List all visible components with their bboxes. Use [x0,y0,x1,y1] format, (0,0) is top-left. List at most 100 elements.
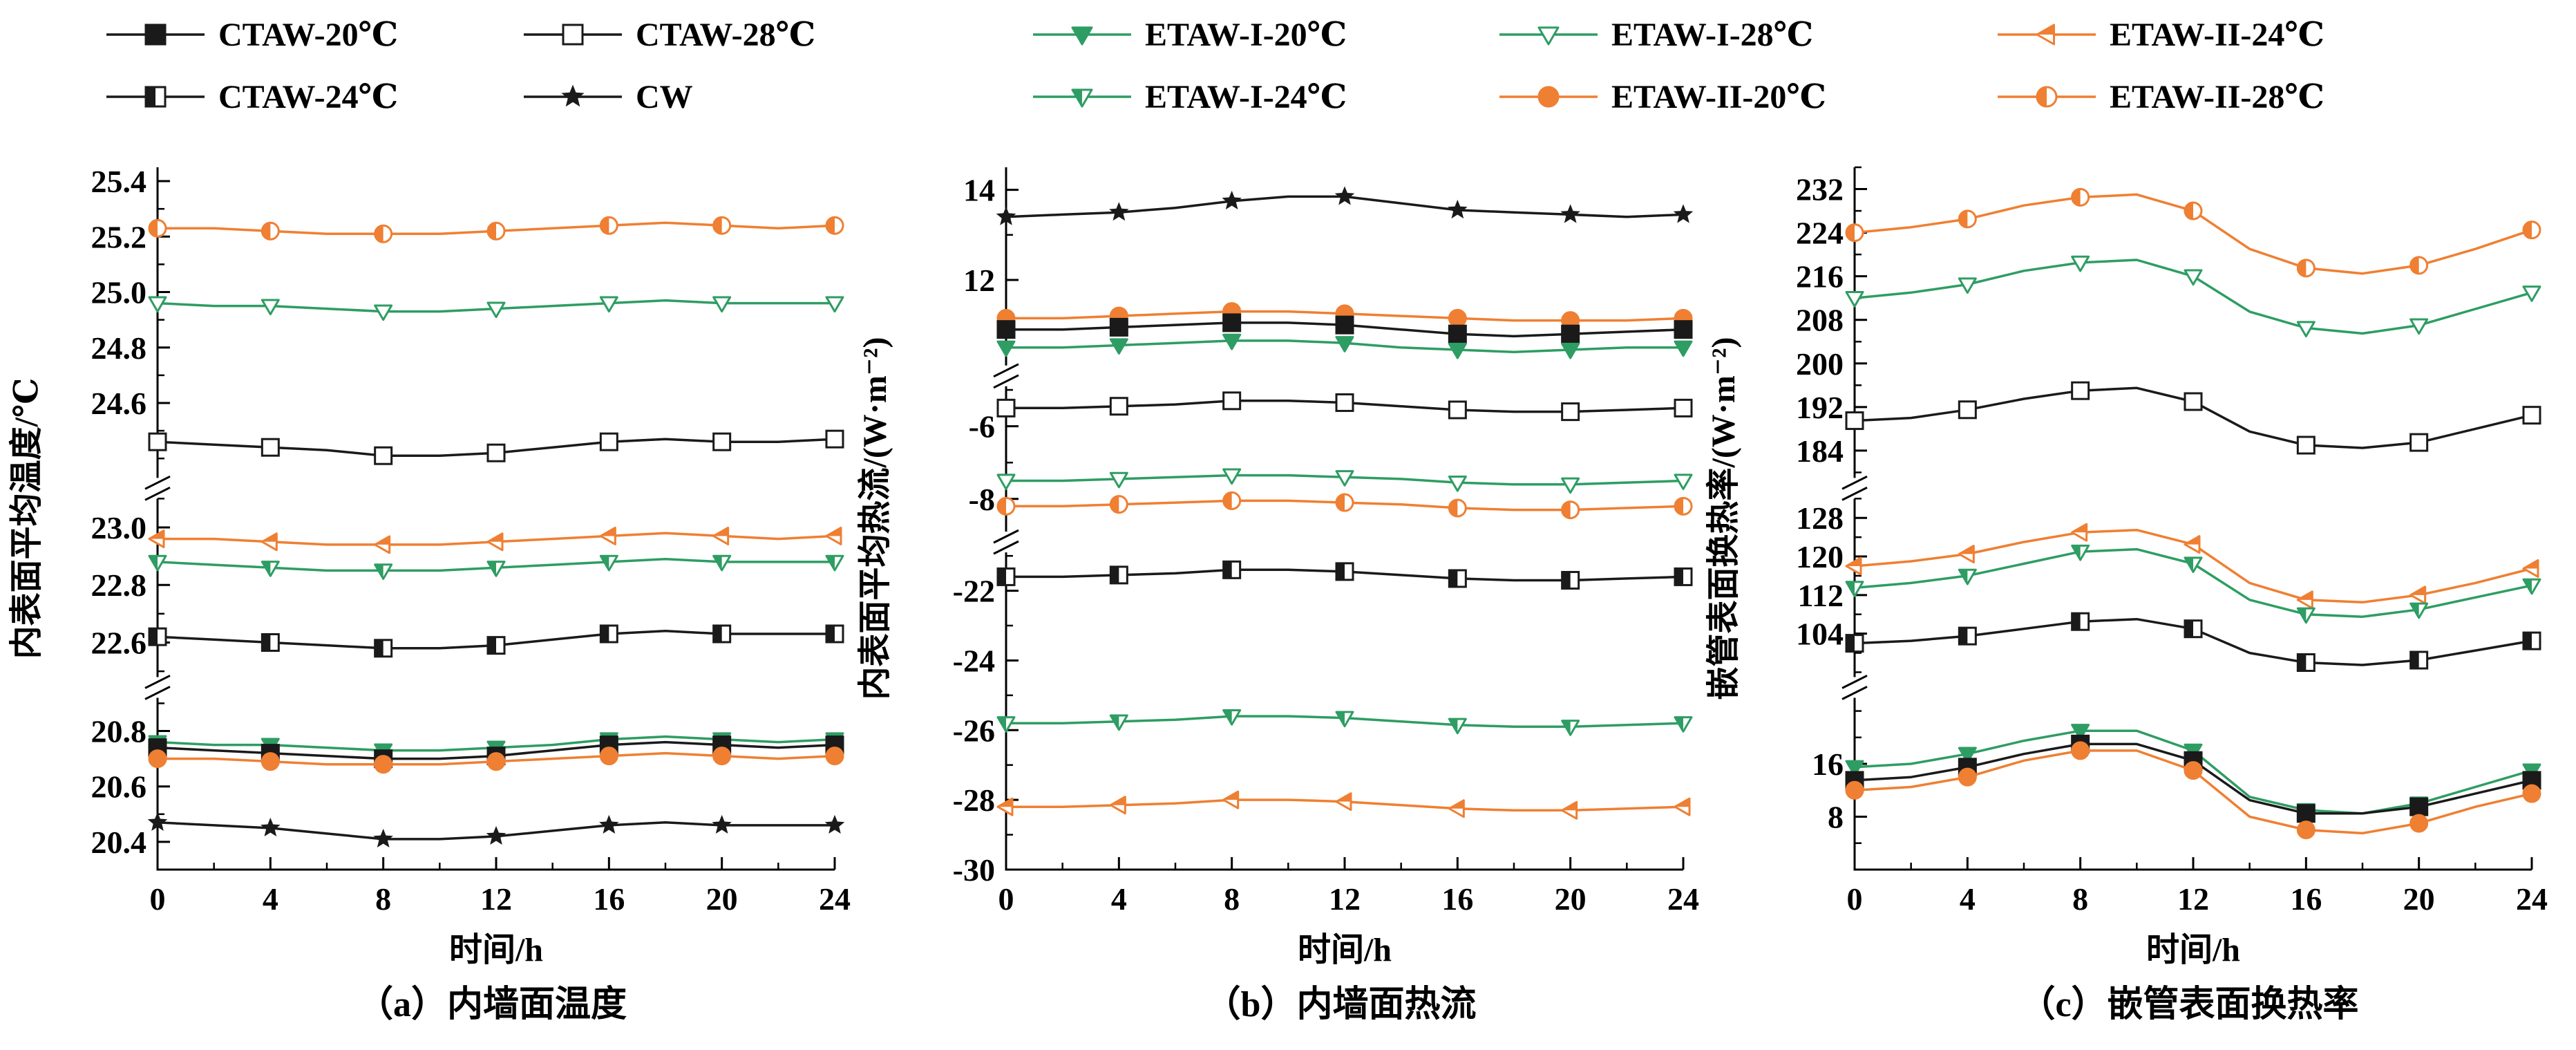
svg-text:208: 208 [1796,303,1844,338]
svg-text:8: 8 [1828,800,1844,835]
svg-text:12: 12 [963,263,995,298]
series-ETAW-I-28℃ [1845,255,2541,338]
chart-b: 14 12 -6 -8 -22 -24 -26 -28 -30 0 4 8 12 16 20 24 时间/h 内表… [854,158,1703,973]
legend-label: ETAW-I-24℃ [1145,79,1347,115]
legend-item-ctaw-24: CTAW-24℃ [104,75,521,119]
chart-svg-b: 14 12 -6 -8 -22 -24 -26 -28 -300 4 8 12 16 20 24 时间/h 内表… [857,167,1699,968]
svg-text:104: 104 [1796,617,1844,652]
series-ETAW-II-20℃ [148,747,844,774]
svg-text:20.6: 20.6 [91,769,147,805]
series-ETAW-II-24℃ [1845,523,2539,610]
square-open-marker-icon [521,12,625,57]
legend-item-ctaw-28: CTAW-28℃ [521,12,1030,57]
svg-text:-30: -30 [953,852,995,888]
panel-c: 232 224 216 208 200 192 184 128 120 112 104 16 8 0 4 8 1… [1703,158,2551,1026]
svg-text:20: 20 [2403,881,2435,917]
legend-item-etaw1-20: ETAW-I-20℃ [1030,12,1497,57]
svg-text:时间/h: 时间/h [449,932,543,968]
legend-item-etaw2-20: ETAW-II-20℃ [1497,75,1995,119]
svg-text:216: 216 [1796,259,1844,294]
legend-item-cw: CW [521,75,1030,119]
triangle-left-half-marker-icon [1995,12,2099,57]
series-ETAW-I-24℃ [148,554,844,580]
svg-text:12: 12 [2177,881,2209,917]
svg-text:时间/h: 时间/h [1298,932,1392,968]
svg-text:20: 20 [706,881,738,917]
svg-text:224: 224 [1796,216,1844,251]
series-ETAW-II-28℃ [148,216,844,243]
svg-text:-26: -26 [953,713,995,748]
svg-text:25.2: 25.2 [91,219,147,254]
svg-text:232: 232 [1796,172,1844,207]
chart-svg-a: 25.4 25.2 25.0 24.8 24.6 23.0 22.8 22.6 20.8 20.6… [8,164,851,968]
svg-text:200: 200 [1796,346,1844,382]
svg-text:20: 20 [1555,881,1587,917]
legend-item-ctaw-20: CTAW-20℃ [104,12,521,57]
series-ETAW-I-28℃ [996,468,1693,494]
chart-c: 232 224 216 208 200 192 184 128 120 112 104 16 8 0 4 8 1… [1703,158,2551,973]
legend-label: CW [636,78,693,115]
panel-a: 25.4 25.2 25.0 24.8 24.6 23.0 22.8 22.6 20.8 20.6… [6,158,854,1026]
caption-b: （b）内墙面热流 [1204,985,1477,1024]
svg-text:120: 120 [1796,539,1844,574]
charts-row: 25.4 25.2 25.0 24.8 24.6 23.0 22.8 22.6 20.8 20.6… [0,158,2576,1026]
series-ETAW-I-24℃ [1845,544,2541,624]
svg-text:12: 12 [1329,881,1361,917]
series-CW [996,186,1694,225]
svg-text:时间/h: 时间/h [2146,932,2240,968]
svg-text:24: 24 [819,881,851,917]
legend-label: ETAW-II-28℃ [2110,79,2324,115]
svg-text:0: 0 [150,881,166,917]
svg-text:25.0: 25.0 [91,275,147,310]
svg-text:22.8: 22.8 [91,568,147,603]
svg-text:8: 8 [375,881,391,917]
svg-text:嵌管表面换热率/(W·m⁻²): 嵌管表面换热率/(W·m⁻²) [1705,337,1742,700]
legend-label: ETAW-II-24℃ [2110,17,2324,53]
svg-text:23.0: 23.0 [91,510,147,545]
panel-b: 14 12 -6 -8 -22 -24 -26 -28 -30 0 4 8 12 16 20 24 时间/h 内表… [854,158,1703,1026]
triangle-half-marker-icon [1030,75,1134,119]
svg-text:192: 192 [1796,390,1844,425]
legend-item-etaw2-28: ETAW-II-28℃ [1995,75,2576,119]
svg-text:16: 16 [1441,881,1473,917]
triangle-filled-marker-icon [1030,12,1134,57]
series-ETAW-I-20℃ [996,333,1693,359]
series-ETAW-II-28℃ [996,491,1693,520]
svg-text:-22: -22 [953,574,995,609]
triangle-open-marker-icon [1497,12,1600,57]
svg-text:184: 184 [1796,433,1844,469]
svg-text:4: 4 [1960,881,1976,917]
square-filled-marker-icon [104,12,207,57]
svg-text:20.4: 20.4 [91,825,147,860]
series-ETAW-I-24℃ [996,709,1693,736]
svg-text:-28: -28 [953,782,995,818]
svg-text:-8: -8 [969,482,995,517]
caption-c: （c）嵌管表面换热率 [2019,985,2359,1024]
svg-text:内表面平均热流/(W·m⁻²): 内表面平均热流/(W·m⁻²) [857,337,893,700]
svg-text:24.6: 24.6 [91,386,147,421]
svg-text:8: 8 [1224,881,1240,917]
legend-label: ETAW-I-20℃ [1145,17,1347,53]
svg-text:12: 12 [480,881,512,917]
svg-text:20.8: 20.8 [91,714,147,749]
series-CTAW-20℃ [996,313,1693,344]
series-ETAW-II-24℃ [996,790,1691,820]
svg-text:112: 112 [1798,578,1844,613]
svg-text:24: 24 [2516,881,2548,917]
svg-text:22.6: 22.6 [91,625,147,660]
series-CTAW-24℃ [996,560,1693,590]
legend-item-etaw1-28: ETAW-I-28℃ [1497,12,1995,57]
legend-label: CTAW-24℃ [218,79,399,115]
series-CTAW-24℃ [148,624,844,658]
svg-text:16: 16 [593,881,625,917]
series-CTAW-28℃ [148,429,844,465]
chart-a: 25.4 25.2 25.0 24.8 24.6 23.0 22.8 22.6 20.8 20.6… [6,158,854,973]
svg-text:内表面平均温度/℃: 内表面平均温度/℃ [8,378,45,659]
square-half-marker-icon [104,75,207,119]
svg-text:4: 4 [1111,881,1127,917]
svg-text:4: 4 [263,881,278,917]
svg-text:-24: -24 [953,643,995,678]
svg-text:25.4: 25.4 [91,164,147,199]
